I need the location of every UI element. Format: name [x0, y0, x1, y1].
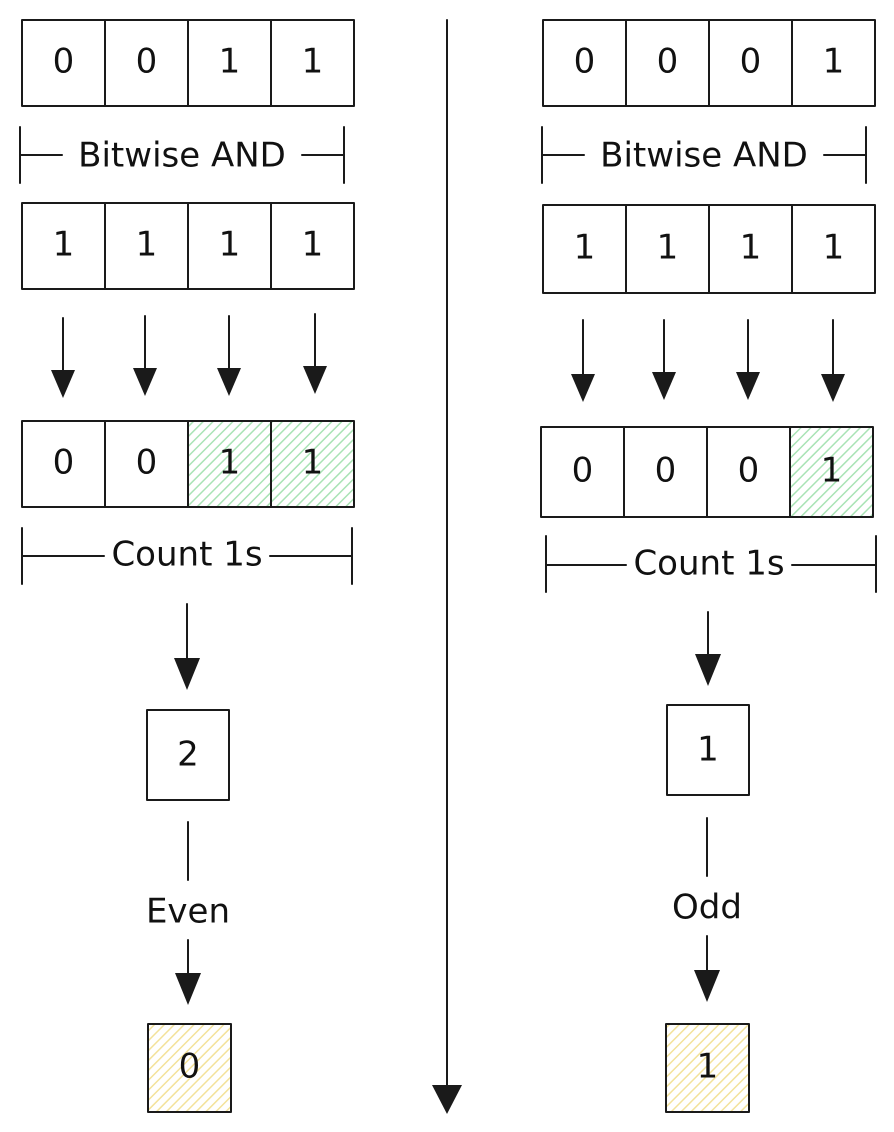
bit-value: 0 [53, 443, 75, 483]
down-arrow [174, 603, 200, 690]
left-bitwise-and-bracket: Bitwise AND [19, 126, 345, 184]
bit-cell: 0 [21, 19, 106, 107]
right-count-bracket: Count 1s [545, 535, 877, 593]
bit-cell: 1 [187, 202, 272, 290]
bit-cell: 1 [21, 202, 106, 290]
bit-value: 1 [821, 451, 843, 491]
right-panel: 0 0 0 1 Bitwise AND [540, 19, 877, 1113]
final-value: 1 [697, 1047, 719, 1087]
bit-cell: 1 [270, 202, 355, 290]
parity-label: Odd [672, 888, 742, 928]
down-arrow [303, 313, 327, 394]
bit-cell: 0 [706, 426, 791, 518]
bit-cell: 1 [187, 19, 272, 107]
right-and-arrows [571, 319, 845, 402]
bit-value: 0 [738, 451, 760, 491]
down-arrow [133, 315, 157, 396]
bit-value: 1 [657, 228, 679, 268]
left-count-box: 2 [146, 709, 230, 801]
bit-cell: 1 [791, 204, 876, 294]
bit-cell: 0 [104, 19, 189, 107]
bit-value: 1 [823, 42, 845, 82]
down-arrow [51, 317, 75, 398]
bit-cell: 0 [104, 420, 189, 508]
count-value: 1 [697, 730, 719, 770]
down-arrow [175, 939, 201, 1005]
right-input-b-row: 1 1 1 1 [542, 204, 876, 294]
bit-value: 0 [136, 42, 158, 82]
operation-label: Bitwise AND [78, 136, 286, 176]
bit-cell: 0 [625, 19, 710, 107]
right-bitwise-and-bracket: Bitwise AND [541, 126, 867, 184]
bit-cell: 1 [708, 204, 793, 294]
right-input-a-row: 0 0 0 1 [542, 19, 876, 107]
bit-value: 0 [53, 42, 75, 82]
bit-cell: 0 [21, 420, 106, 508]
count-label: Count 1s [633, 544, 784, 584]
left-count-bracket: Count 1s [21, 527, 353, 585]
left-final-result-box: 0 [147, 1023, 232, 1113]
bit-cell: 0 [542, 19, 627, 107]
highlighted-bit-cell: 1 [187, 420, 272, 508]
bit-cell: 0 [708, 19, 793, 107]
down-arrow [695, 611, 721, 686]
bit-value: 1 [823, 228, 845, 268]
left-and-arrows [51, 313, 327, 398]
parity-label: Even [146, 892, 230, 932]
bit-value: 1 [219, 225, 241, 265]
down-arrow [694, 935, 720, 1002]
bit-value: 0 [136, 443, 158, 483]
down-arrow [652, 319, 676, 400]
bit-cell: 1 [104, 202, 189, 290]
bit-cell: 0 [540, 426, 625, 518]
bit-value: 1 [302, 443, 324, 483]
left-input-a-row: 0 0 1 1 [21, 19, 355, 107]
bit-value: 0 [572, 451, 594, 491]
count-label: Count 1s [111, 535, 262, 575]
bit-value: 1 [219, 42, 241, 82]
bit-cell: 1 [625, 204, 710, 294]
highlighted-bit-cell: 1 [270, 420, 355, 508]
operation-label: Bitwise AND [600, 136, 808, 176]
bit-cell: 1 [542, 204, 627, 294]
bit-value: 1 [302, 42, 324, 82]
right-and-result-row: 0 0 0 1 [540, 426, 874, 518]
bit-value: 1 [136, 225, 158, 265]
down-arrow [821, 319, 845, 402]
bit-value: 1 [740, 228, 762, 268]
bit-value: 0 [740, 42, 762, 82]
bit-value: 1 [302, 225, 324, 265]
bit-value: 0 [655, 451, 677, 491]
left-input-b-row: 1 1 1 1 [21, 202, 355, 290]
bit-cell: 1 [270, 19, 355, 107]
bit-cell: 1 [791, 19, 876, 107]
count-value: 2 [177, 735, 199, 775]
bit-value: 1 [574, 228, 596, 268]
down-arrow [736, 319, 760, 400]
center-divider-arrow [432, 19, 462, 1114]
right-final-result-box: 1 [665, 1023, 750, 1113]
right-count-box: 1 [666, 704, 750, 796]
bit-value: 0 [657, 42, 679, 82]
left-panel: 0 0 1 1 Bitwise AND [19, 19, 355, 1113]
bit-value: 1 [219, 443, 241, 483]
bit-cell: 0 [623, 426, 708, 518]
bit-value: 1 [53, 225, 75, 265]
highlighted-bit-cell: 1 [789, 426, 874, 518]
final-value: 0 [179, 1047, 201, 1087]
down-arrow [217, 315, 241, 396]
left-and-result-row: 0 0 1 1 [21, 420, 355, 508]
down-arrow [571, 319, 595, 402]
bit-value: 0 [574, 42, 596, 82]
